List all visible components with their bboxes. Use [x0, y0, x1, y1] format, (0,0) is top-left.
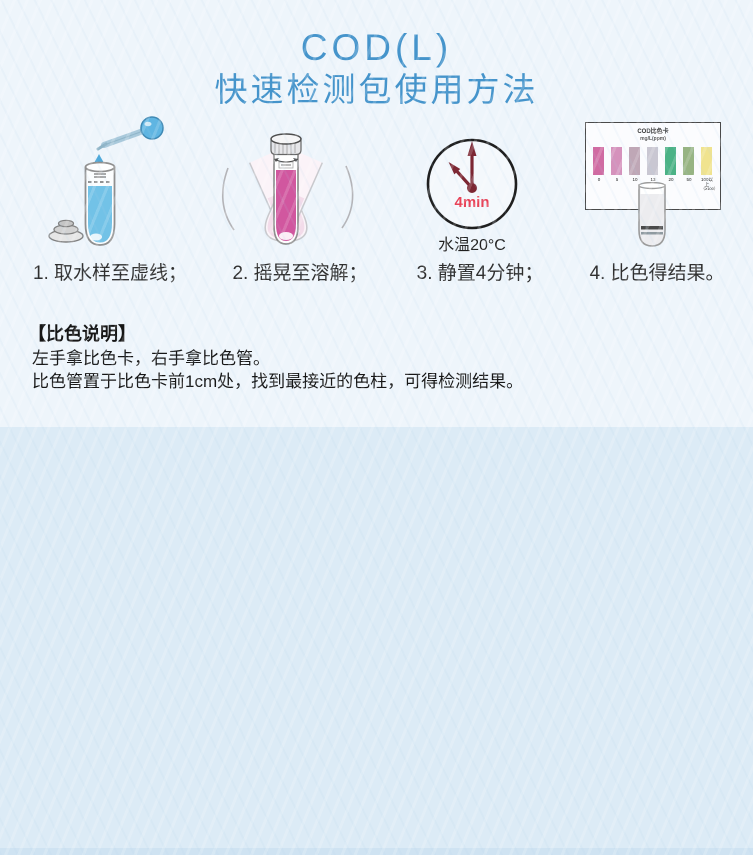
step-4-figure: COD比色卡 mg/L(ppm) 0 5 10 [567, 110, 747, 258]
mini-swatch-color [701, 147, 712, 175]
water-temp-label: 水温20°C [438, 237, 506, 254]
mini-swatch-6: 100以上 （≥100） [701, 147, 718, 192]
mini-swatch-label: 100以上 [701, 177, 714, 187]
mini-swatch-4: 20 [665, 147, 677, 192]
step-1: 1. 取水样至虚线； [20, 110, 200, 284]
step-4-caption: 4. 比色得结果。 [589, 263, 725, 284]
mini-card-unit: mg/L(ppm) [640, 136, 666, 142]
minute-hand [467, 141, 477, 188]
mini-swatch-label: 0 [597, 177, 601, 182]
step-3: 4min 水温20°C 3. 静置4分钟； [390, 110, 570, 284]
step-4: COD比色卡 mg/L(ppm) 0 5 10 [567, 110, 747, 284]
mini-swatch-label: 10 [632, 177, 638, 182]
step-3-figure: 4min 水温20°C [390, 110, 570, 258]
tube-cap-icon [48, 219, 84, 243]
clock-center-dot [467, 183, 477, 193]
colorimetric-instructions: 【比色说明】 左手拿比色卡，右手拿比色管。 比色管置于比色卡前1cm处，找到最接… [28, 322, 718, 393]
mini-swatch-row: 0 5 10 13 [586, 147, 720, 192]
clock-icon [426, 138, 518, 230]
clock-duration-label: 4min [454, 194, 490, 211]
mini-swatch-5: 50 [683, 147, 695, 192]
test-tube-icon [84, 161, 116, 246]
mini-swatch-label: 13 [650, 177, 656, 182]
screw-cap-icon [270, 133, 302, 163]
mini-swatch-color [593, 147, 604, 175]
bottom-edge-strip [0, 848, 753, 855]
dropper-and-tube-icon [48, 116, 164, 246]
mini-card-title: COD比色卡 [637, 129, 669, 135]
step-1-caption: 1. 取水样至虚线； [32, 263, 188, 284]
mini-swatch-label: 50 [686, 177, 692, 182]
usage-section: COD(L) 快速检测包使用方法 [0, 0, 753, 427]
motion-arc-right [341, 165, 354, 229]
mini-swatch-label: 20 [668, 177, 674, 182]
instructions-heading: 【比色说明】 [28, 324, 136, 344]
page-title: COD(L) 快速检测包使用方法 [0, 26, 753, 110]
motion-arc-left [221, 167, 235, 231]
mini-swatch-color [683, 147, 694, 175]
step-1-figure [20, 110, 200, 258]
step-2-figure [210, 110, 390, 258]
shaking-tube-icon [221, 133, 354, 245]
mini-swatch-sublabel: （≥100） [701, 186, 718, 191]
mini-swatch-label: 5 [615, 177, 619, 182]
step-2-caption: 2. 摇晃至溶解； [232, 263, 368, 284]
mini-swatch-color [629, 147, 640, 175]
mini-swatch-1: 5 [611, 147, 623, 192]
mini-swatch-color [611, 147, 622, 175]
comparison-tube-icon [638, 182, 666, 247]
color-card-section: COD(L)比色卡 mg/L(ppm) 0 5 10 13 20 [0, 427, 753, 855]
mini-swatch-0: 0 [593, 147, 605, 192]
title-product-name: COD(L) [300, 27, 453, 68]
instructions-line-2: 比色管置于比色卡前1cm处，找到最接近的色柱，可得检测结果。 [32, 372, 524, 391]
instructions-line-1: 左手拿比色卡，右手拿比色管。 [32, 349, 270, 368]
mini-swatch-color [647, 147, 658, 175]
step-3-caption: 3. 静置4分钟； [416, 263, 544, 284]
title-subtitle: 快速检测包使用方法 [214, 71, 539, 108]
step-2: 2. 摇晃至溶解； [210, 110, 390, 284]
mini-swatch-3: 13 [647, 147, 659, 192]
dropper-icon [96, 116, 164, 151]
mini-swatch-2: 10 [629, 147, 641, 192]
mini-swatch-color [665, 147, 676, 175]
center-tube-icon [273, 149, 299, 245]
